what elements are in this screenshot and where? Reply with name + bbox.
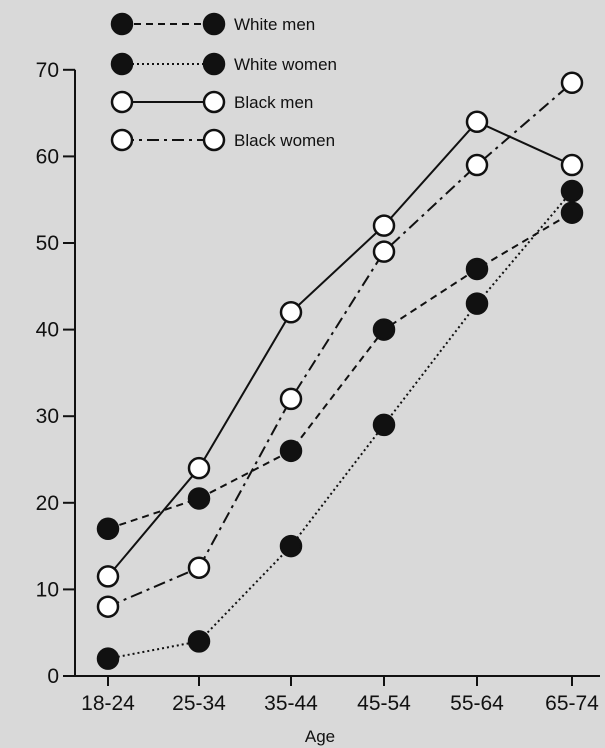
- legend-label: Black men: [234, 93, 313, 112]
- x-tick-label: 35-44: [264, 692, 318, 715]
- legend-marker: [110, 90, 134, 114]
- y-tick-label: 0: [47, 665, 59, 688]
- data-point-black-women: [372, 240, 396, 263]
- legend-marker: [110, 12, 134, 36]
- data-point-white-men: [279, 439, 303, 463]
- data-point-black-women: [465, 153, 489, 177]
- legend-label: White men: [234, 15, 315, 34]
- legend-item-black-women: Black women: [110, 128, 335, 152]
- legend-marker: [110, 128, 134, 152]
- data-point-black-men: [279, 301, 303, 324]
- legend-marker: [110, 52, 134, 76]
- legend-item-black-men: Black men: [110, 90, 313, 114]
- data-point-black-women: [96, 595, 120, 618]
- y-tick-label: 30: [36, 405, 59, 428]
- axes: 0 10 20 30 40 50 60 70 18-24 25-34 35-44 45-54 55-64…: [36, 59, 600, 715]
- data-point-white-women: [187, 630, 211, 653]
- data-point-white-men: [372, 318, 396, 341]
- data-point-white-men: [96, 517, 120, 541]
- legend-item-white-men: White men: [110, 12, 315, 36]
- x-tick-label: 45-54: [357, 692, 411, 715]
- x-tick-label: 65-74: [545, 692, 599, 715]
- data-point-black-women: [187, 556, 211, 579]
- data-point-black-men: [187, 456, 211, 480]
- data-point-white-women: [279, 534, 303, 558]
- series-layer: [96, 71, 584, 670]
- series-white-men: [96, 201, 584, 541]
- y-tick-label: 60: [36, 145, 59, 168]
- series-white-women: [96, 179, 584, 670]
- x-tick-label: 18-24: [81, 692, 135, 715]
- legend-marker: [202, 52, 226, 76]
- y-tick-label: 20: [36, 492, 59, 515]
- series-line-white-men: [107, 211, 573, 530]
- y-tick-label: 70: [36, 59, 59, 82]
- series-line-black-men: [107, 120, 573, 578]
- data-point-white-women: [465, 292, 489, 315]
- legend-label: Black women: [234, 131, 335, 150]
- x-tick-label: 25-34: [172, 692, 226, 715]
- data-point-black-women: [560, 71, 584, 95]
- series-black-women: [96, 71, 584, 618]
- y-tick-label: 40: [36, 319, 59, 342]
- data-point-white-men: [560, 201, 584, 224]
- data-point-black-men: [560, 153, 584, 177]
- legend-marker: [202, 12, 226, 36]
- legend-marker: [202, 128, 226, 152]
- legend-item-white-women: White women: [110, 52, 337, 76]
- data-point-white-women: [372, 413, 396, 437]
- data-point-white-men: [187, 487, 211, 510]
- data-point-white-women: [560, 179, 584, 203]
- legend-marker: [202, 90, 226, 114]
- series-line-white-women: [107, 190, 573, 660]
- series-line-black-women: [107, 82, 573, 608]
- data-point-black-men: [96, 565, 120, 588]
- series-black-men: [96, 110, 584, 588]
- data-point-black-women: [279, 387, 303, 411]
- data-point-white-men: [465, 257, 489, 281]
- y-tick-label: 50: [36, 232, 59, 255]
- data-point-black-men: [465, 110, 489, 134]
- x-axis-title: Age: [305, 727, 335, 746]
- y-tick-label: 10: [36, 578, 59, 601]
- legend: White men White women Black men Black women: [110, 12, 337, 152]
- data-point-black-men: [372, 214, 396, 237]
- data-point-white-women: [96, 647, 120, 670]
- x-tick-label: 55-64: [450, 692, 504, 715]
- legend-label: White women: [234, 55, 337, 74]
